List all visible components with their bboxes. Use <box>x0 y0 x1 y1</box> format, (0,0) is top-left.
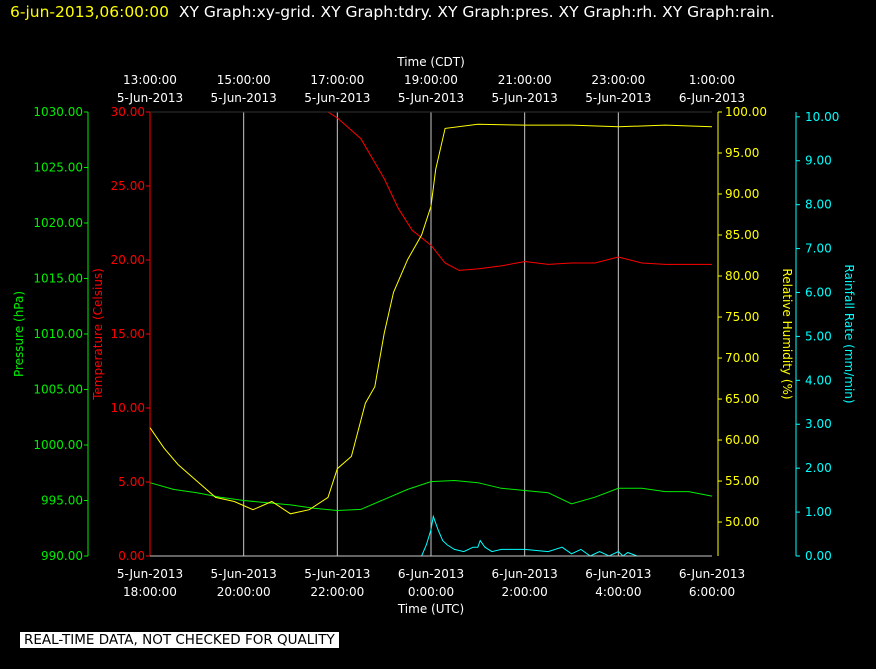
bottom-tick-label: 6-Jun-2013 <box>679 567 745 581</box>
top-tick-label: 21:00:00 <box>498 73 552 87</box>
top-tick-label: 5-Jun-2013 <box>585 91 651 105</box>
rain-tick-label: 7.00 <box>805 242 832 256</box>
temperature-series-line <box>327 111 712 271</box>
rain-tick-label: 0.00 <box>805 549 832 563</box>
top-tick-label: 1:00:00 <box>689 73 735 87</box>
bottom-tick-label: 5-Jun-2013 <box>304 567 370 581</box>
humidity-series-line <box>149 123 713 515</box>
pressure-tick-label: 1025.00 <box>33 161 83 175</box>
temperature-tick-label: 10.00 <box>111 401 145 415</box>
top-tick-label: 5-Jun-2013 <box>211 91 277 105</box>
top-tick-label: 5-Jun-2013 <box>117 91 183 105</box>
bottom-tick-label: 2:00:00 <box>502 585 548 599</box>
bottom-tick-label: 18:00:00 <box>123 585 177 599</box>
rain-axis-title: Rainfall Rate (mm/min) <box>842 264 856 403</box>
rain-tick-label: 4.00 <box>805 373 832 387</box>
top-tick-label: 5-Jun-2013 <box>304 91 370 105</box>
pressure-tick-label: 1030.00 <box>33 105 83 119</box>
rain-tick-label: 2.00 <box>805 461 832 475</box>
humidity-tick-label: 85.00 <box>725 228 759 242</box>
humidity-tick-label: 60.00 <box>725 433 759 447</box>
bottom-tick-label: 6-Jun-2013 <box>585 567 651 581</box>
top-tick-label: 19:00:00 <box>404 73 458 87</box>
top-tick-label: 15:00:00 <box>217 73 271 87</box>
temperature-tick-label: 15.00 <box>111 327 145 341</box>
humidity-tick-label: 80.00 <box>725 269 759 283</box>
top-tick-label: 17:00:00 <box>310 73 364 87</box>
top-tick-label: 5-Jun-2013 <box>492 91 558 105</box>
rain-tick-label: 5.00 <box>805 329 832 343</box>
bottom-tick-label: 6-Jun-2013 <box>492 567 558 581</box>
top-tick-label: 23:00:00 <box>591 73 645 87</box>
humidity-tick-label: 90.00 <box>725 187 759 201</box>
bottom-tick-label: 22:00:00 <box>310 585 364 599</box>
bottom-tick-label: 0:00:00 <box>408 585 454 599</box>
humidity-tick-label: 70.00 <box>725 351 759 365</box>
bottom-tick-label: 6-Jun-2013 <box>398 567 464 581</box>
pressure-series-line <box>149 479 713 512</box>
pressure-tick-label: 990.00 <box>41 549 83 563</box>
bottom-tick-label: 5-Jun-2013 <box>211 567 277 581</box>
bottom-tick-label: 4:00:00 <box>595 585 641 599</box>
pressure-tick-label: 1010.00 <box>33 327 83 341</box>
temperature-tick-label: 5.00 <box>118 475 145 489</box>
pressure-tick-label: 1005.00 <box>33 383 83 397</box>
humidity-tick-label: 50.00 <box>725 515 759 529</box>
humidity-axis-title: Relative Humidity (%) <box>780 268 794 399</box>
temperature-axis-title: Temperature (Celsius) <box>91 268 105 401</box>
quality-notice: REAL-TIME DATA, NOT CHECKED FOR QUALITY <box>20 632 339 648</box>
pressure-tick-label: 1020.00 <box>33 216 83 230</box>
rain-tick-label: 9.00 <box>805 154 832 168</box>
humidity-tick-label: 65.00 <box>725 392 759 406</box>
bottom-axis-title: Time (UTC) <box>397 602 464 616</box>
top-tick-label: 6-Jun-2013 <box>679 91 745 105</box>
bottom-tick-label: 20:00:00 <box>217 585 271 599</box>
temperature-tick-label: 30.00 <box>111 105 145 119</box>
top-tick-label: 5-Jun-2013 <box>398 91 464 105</box>
temperature-tick-label: 25.00 <box>111 179 145 193</box>
pressure-axis-title: Pressure (hPa) <box>12 291 26 377</box>
temperature-tick-label: 20.00 <box>111 253 145 267</box>
rain-tick-label: 3.00 <box>805 417 832 431</box>
bottom-tick-label: 5-Jun-2013 <box>117 567 183 581</box>
humidity-tick-label: 55.00 <box>725 474 759 488</box>
rain-series-line <box>150 514 712 557</box>
pressure-tick-label: 1000.00 <box>33 438 83 452</box>
temperature-tick-label: 0.00 <box>118 549 145 563</box>
pressure-tick-label: 995.00 <box>41 494 83 508</box>
rain-tick-label: 1.00 <box>805 505 832 519</box>
rain-tick-label: 10.00 <box>805 110 839 124</box>
humidity-tick-label: 75.00 <box>725 310 759 324</box>
bottom-tick-label: 6:00:00 <box>689 585 735 599</box>
title-date: 6-jun-2013,06:00:00 <box>10 3 169 21</box>
humidity-tick-label: 95.00 <box>725 146 759 160</box>
chart-title: 6-jun-2013,06:00:00 XY Graph:xy-grid. XY… <box>10 3 775 21</box>
humidity-tick-label: 100.00 <box>725 105 767 119</box>
top-axis-title: Time (CDT) <box>396 55 465 69</box>
title-graph-list: XY Graph:xy-grid. XY Graph:tdry. XY Grap… <box>178 3 775 21</box>
rain-tick-label: 6.00 <box>805 285 832 299</box>
top-tick-label: 13:00:00 <box>123 73 177 87</box>
pressure-tick-label: 1015.00 <box>33 272 83 286</box>
rain-tick-label: 8.00 <box>805 198 832 212</box>
